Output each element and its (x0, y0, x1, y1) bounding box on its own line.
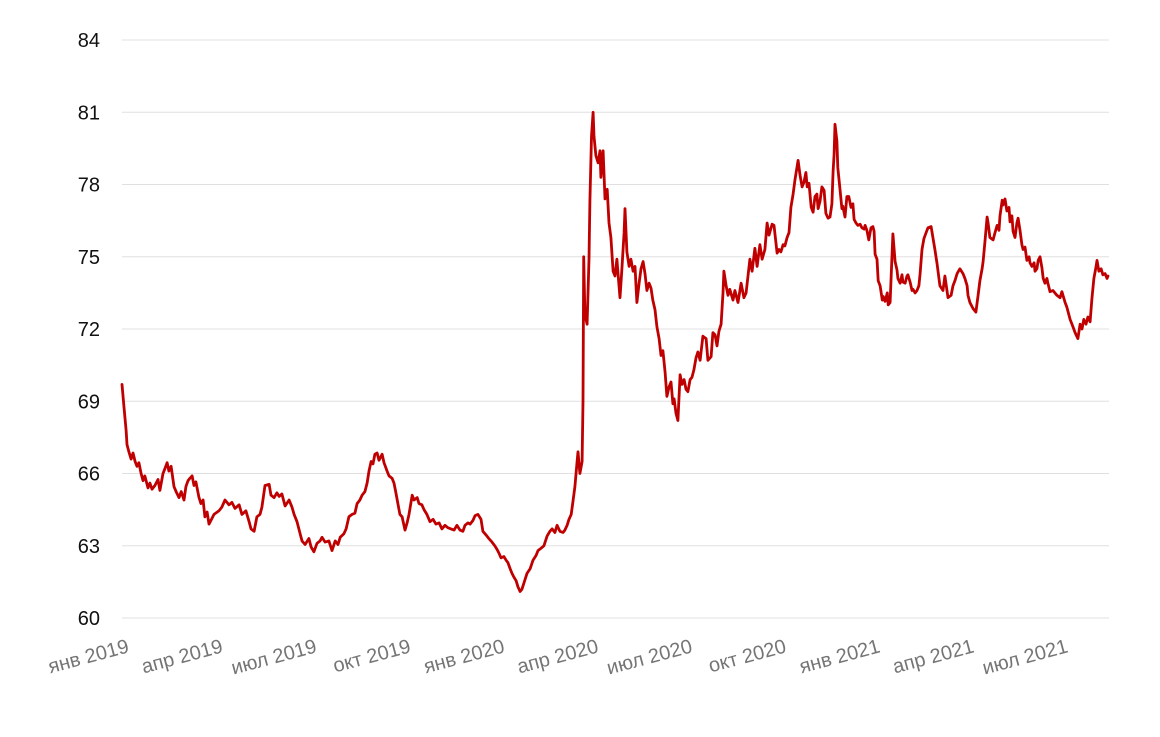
y-tick-label: 75 (78, 247, 100, 269)
y-tick-label: 78 (78, 175, 100, 197)
y-tick-label: 84 (78, 30, 100, 52)
y-tick-label: 69 (78, 391, 100, 413)
y-tick-label: 63 (78, 536, 100, 558)
exchange-rate-line (120, 110, 1110, 593)
y-tick-label: 66 (78, 464, 100, 486)
y-tick-label: 60 (78, 608, 100, 630)
y-tick-label: 81 (78, 102, 100, 124)
y-tick-label: 72 (78, 319, 100, 341)
